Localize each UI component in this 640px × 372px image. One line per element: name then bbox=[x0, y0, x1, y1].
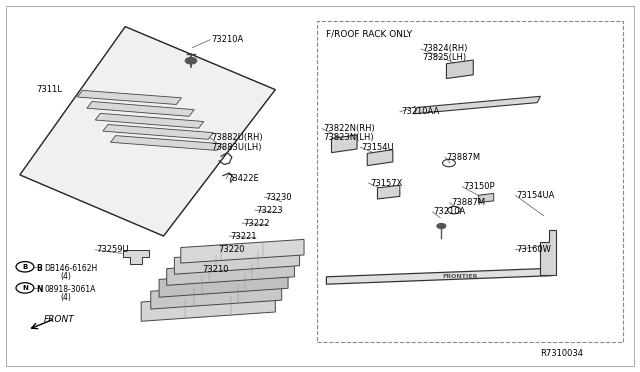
Text: B: B bbox=[36, 264, 42, 273]
Text: (4): (4) bbox=[60, 293, 71, 302]
Text: N: N bbox=[22, 285, 28, 291]
Circle shape bbox=[185, 57, 196, 64]
Text: 73887M: 73887M bbox=[447, 153, 481, 161]
Polygon shape bbox=[540, 231, 556, 275]
Polygon shape bbox=[326, 268, 551, 284]
Polygon shape bbox=[124, 250, 149, 264]
Polygon shape bbox=[367, 150, 393, 166]
Polygon shape bbox=[87, 102, 194, 116]
Text: FRONT: FRONT bbox=[44, 315, 75, 324]
Text: 08918-3061A: 08918-3061A bbox=[44, 285, 95, 294]
Polygon shape bbox=[447, 60, 473, 78]
Text: 73825(LH): 73825(LH) bbox=[422, 52, 467, 61]
Text: 73883U(LH): 73883U(LH) bbox=[211, 142, 262, 151]
Text: 73150P: 73150P bbox=[464, 182, 495, 191]
Polygon shape bbox=[159, 270, 288, 297]
Text: FRONTIER: FRONTIER bbox=[443, 274, 478, 279]
Text: 73223: 73223 bbox=[256, 206, 283, 215]
Polygon shape bbox=[111, 136, 221, 150]
Text: 73210A: 73210A bbox=[211, 35, 244, 44]
Text: (4): (4) bbox=[60, 272, 71, 280]
Text: 73824(RH): 73824(RH) bbox=[422, 44, 468, 53]
Text: 73882U(RH): 73882U(RH) bbox=[211, 133, 263, 142]
Polygon shape bbox=[20, 27, 275, 236]
Text: 73422E: 73422E bbox=[227, 174, 259, 183]
Text: 73259U: 73259U bbox=[97, 245, 129, 254]
Text: 73210A: 73210A bbox=[434, 208, 466, 217]
Text: 73154U: 73154U bbox=[362, 142, 394, 151]
Text: R7310034: R7310034 bbox=[540, 349, 583, 358]
Text: 73222: 73222 bbox=[243, 219, 270, 228]
Text: DB146-6162H: DB146-6162H bbox=[44, 264, 97, 273]
Text: B: B bbox=[22, 264, 28, 270]
Polygon shape bbox=[141, 293, 275, 321]
Polygon shape bbox=[180, 239, 304, 263]
Polygon shape bbox=[332, 135, 357, 153]
Text: 73160W: 73160W bbox=[516, 245, 552, 254]
Polygon shape bbox=[415, 96, 540, 114]
Circle shape bbox=[437, 224, 446, 229]
Text: 73887M: 73887M bbox=[451, 198, 485, 207]
Text: 7311L: 7311L bbox=[36, 85, 61, 94]
Polygon shape bbox=[95, 113, 204, 128]
Polygon shape bbox=[77, 90, 181, 105]
Text: 73822N(RH): 73822N(RH) bbox=[323, 124, 375, 133]
Text: N: N bbox=[36, 285, 42, 294]
Text: 73210: 73210 bbox=[202, 265, 228, 274]
Polygon shape bbox=[151, 282, 282, 309]
Text: 73154UA: 73154UA bbox=[516, 191, 555, 200]
Polygon shape bbox=[167, 260, 294, 285]
Polygon shape bbox=[103, 125, 213, 139]
Text: 73157X: 73157X bbox=[370, 179, 402, 187]
Polygon shape bbox=[378, 185, 400, 199]
Text: 73210AA: 73210AA bbox=[402, 108, 440, 116]
Text: 73230: 73230 bbox=[266, 193, 292, 202]
Polygon shape bbox=[174, 249, 300, 274]
Text: 73220: 73220 bbox=[218, 245, 244, 254]
Text: 73823N(LH): 73823N(LH) bbox=[323, 132, 374, 142]
Text: 73221: 73221 bbox=[230, 231, 257, 241]
Polygon shape bbox=[478, 193, 493, 203]
Text: F/ROOF RACK ONLY: F/ROOF RACK ONLY bbox=[326, 29, 413, 39]
